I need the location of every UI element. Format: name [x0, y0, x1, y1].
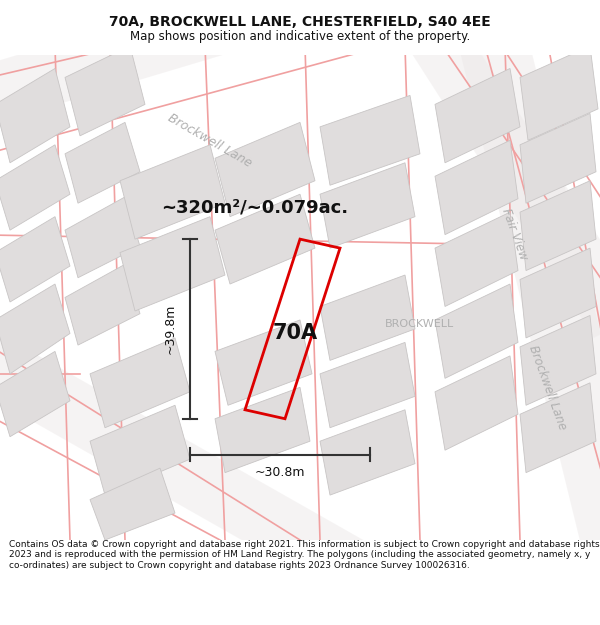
Polygon shape [520, 383, 596, 472]
Polygon shape [90, 405, 190, 495]
Text: Fair View: Fair View [500, 207, 530, 262]
Polygon shape [520, 248, 596, 338]
Polygon shape [0, 351, 70, 437]
Polygon shape [215, 388, 310, 472]
Text: 70A: 70A [272, 323, 317, 343]
Polygon shape [456, 21, 600, 565]
Polygon shape [120, 217, 225, 311]
Polygon shape [0, 145, 70, 230]
Polygon shape [65, 264, 140, 345]
Polygon shape [0, 284, 70, 374]
Polygon shape [320, 275, 415, 361]
Polygon shape [520, 46, 598, 141]
Polygon shape [0, 217, 70, 302]
Text: BROCKWELL: BROCKWELL [385, 319, 455, 329]
Polygon shape [120, 145, 225, 239]
Text: 70A, BROCKWELL LANE, CHESTERFIELD, S40 4EE: 70A, BROCKWELL LANE, CHESTERFIELD, S40 4… [109, 16, 491, 29]
Polygon shape [0, 0, 430, 127]
Polygon shape [520, 316, 596, 405]
Polygon shape [520, 181, 596, 271]
Polygon shape [0, 69, 70, 162]
Polygon shape [90, 468, 175, 540]
Polygon shape [215, 194, 315, 284]
Polygon shape [435, 69, 520, 162]
Text: ~30.8m: ~30.8m [255, 466, 305, 479]
Text: Brockwell Lane: Brockwell Lane [166, 111, 254, 169]
Polygon shape [520, 113, 596, 203]
Polygon shape [435, 212, 518, 306]
Text: Brockwell Lane: Brockwell Lane [527, 343, 569, 431]
Polygon shape [65, 197, 140, 278]
Polygon shape [215, 320, 312, 405]
Polygon shape [0, 327, 367, 592]
Polygon shape [320, 410, 415, 495]
Polygon shape [435, 141, 518, 234]
Polygon shape [404, 14, 600, 338]
Text: ~320m²/~0.079ac.: ~320m²/~0.079ac. [161, 199, 349, 217]
Polygon shape [90, 338, 190, 428]
Polygon shape [215, 122, 315, 217]
Text: Contains OS data © Crown copyright and database right 2021. This information is : Contains OS data © Crown copyright and d… [9, 540, 599, 570]
Polygon shape [435, 356, 518, 450]
Text: ~39.8m: ~39.8m [163, 304, 176, 354]
Polygon shape [65, 122, 140, 203]
Polygon shape [65, 46, 145, 136]
Polygon shape [320, 162, 415, 248]
Text: Map shows position and indicative extent of the property.: Map shows position and indicative extent… [130, 30, 470, 43]
Polygon shape [435, 284, 518, 378]
Polygon shape [320, 342, 415, 428]
Polygon shape [320, 96, 420, 185]
